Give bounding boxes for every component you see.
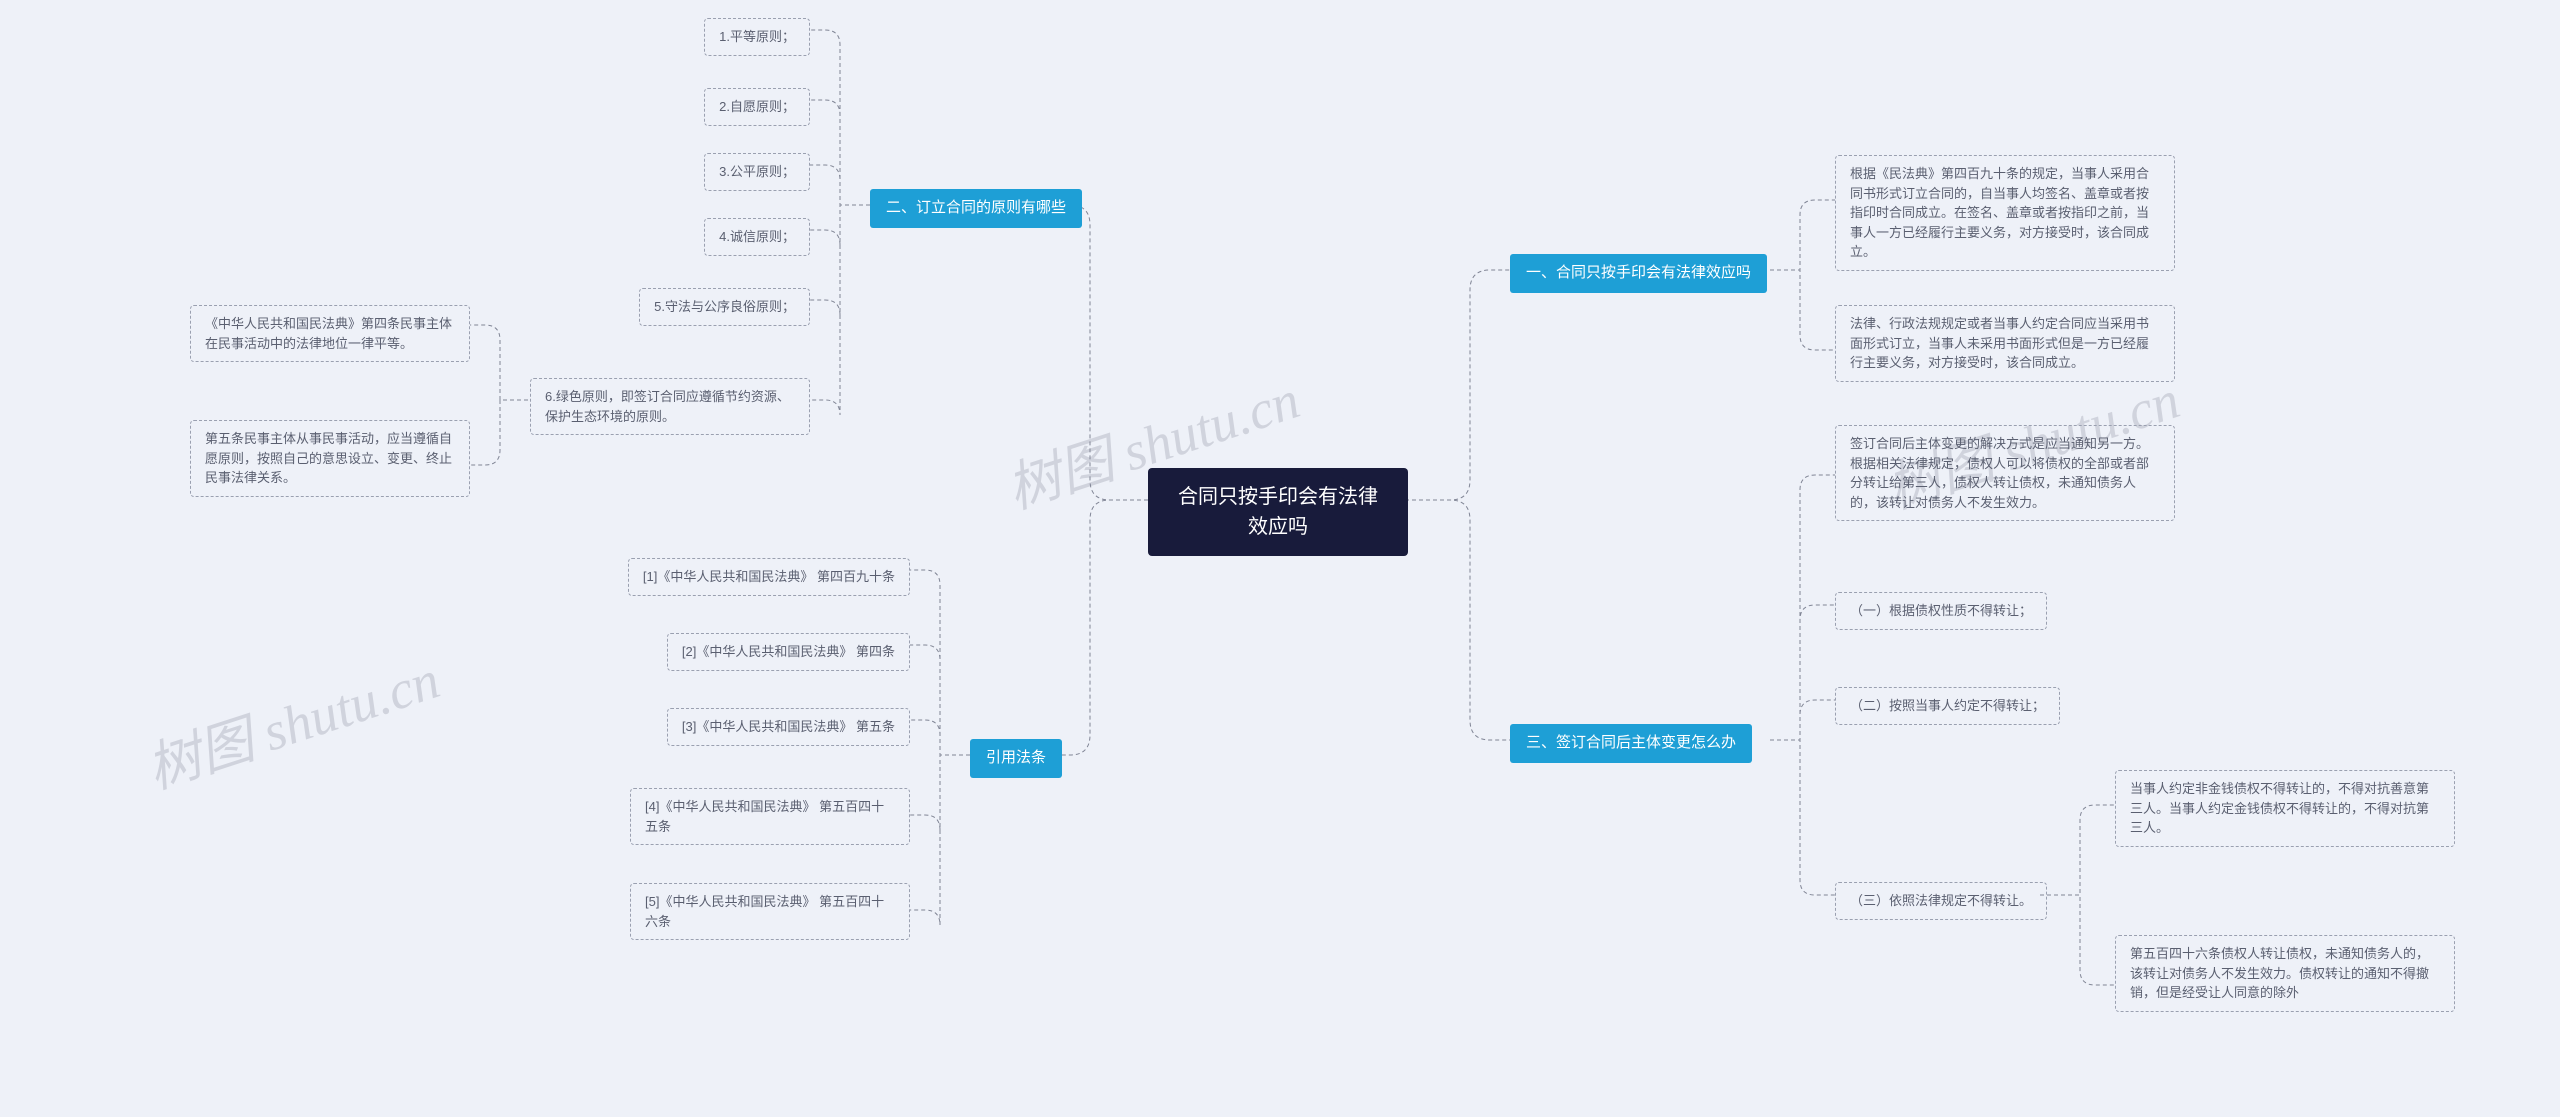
- leaf: 6.绿色原则，即签订合同应遵循节约资源、保护生态环境的原则。: [530, 378, 810, 435]
- leaf: （一）根据债权性质不得转让；: [1835, 592, 2047, 630]
- leaf: （三）依照法律规定不得转让。: [1835, 882, 2047, 920]
- leaf: 法律、行政法规规定或者当事人约定合同应当采用书面形式订立，当事人未采用书面形式但…: [1835, 305, 2175, 382]
- leaf: 《中华人民共和国民法典》第四条民事主体在民事活动中的法律地位一律平等。: [190, 305, 470, 362]
- leaf: 4.诚信原则；: [704, 218, 810, 256]
- root-node: 合同只按手印会有法律效应吗: [1148, 468, 1408, 556]
- leaf: 第五百四十六条债权人转让债权，未通知债务人的，该转让对债务人不发生效力。债权转让…: [2115, 935, 2455, 1012]
- leaf: 当事人约定非金钱债权不得转让的，不得对抗善意第三人。当事人约定金钱债权不得转让的…: [2115, 770, 2455, 847]
- branch-left-1[interactable]: 二、订立合同的原则有哪些: [870, 189, 1082, 228]
- leaf: 2.自愿原则；: [704, 88, 810, 126]
- leaf: [5]《中华人民共和国民法典》 第五百四十六条: [630, 883, 910, 940]
- leaf: [2]《中华人民共和国民法典》 第四条: [667, 633, 910, 671]
- watermark: 树图 shutu.cn: [135, 635, 448, 804]
- leaf: [1]《中华人民共和国民法典》 第四百九十条: [628, 558, 910, 596]
- branch-right-2[interactable]: 三、签订合同后主体变更怎么办: [1510, 724, 1752, 763]
- branch-left-2[interactable]: 引用法条: [970, 739, 1062, 778]
- leaf: （二）按照当事人约定不得转让；: [1835, 687, 2060, 725]
- leaf: [4]《中华人民共和国民法典》 第五百四十五条: [630, 788, 910, 845]
- leaf: 3.公平原则；: [704, 153, 810, 191]
- leaf: 第五条民事主体从事民事活动，应当遵循自愿原则，按照自己的意思设立、变更、终止民事…: [190, 420, 470, 497]
- leaf: 5.守法与公序良俗原则；: [639, 288, 810, 326]
- leaf: 1.平等原则；: [704, 18, 810, 56]
- branch-right-1[interactable]: 一、合同只按手印会有法律效应吗: [1510, 254, 1767, 293]
- leaf: 签订合同后主体变更的解决方式是应当通知另一方。根据相关法律规定，债权人可以将债权…: [1835, 425, 2175, 521]
- leaf: 根据《民法典》第四百九十条的规定，当事人采用合同书形式订立合同的，自当事人均签名…: [1835, 155, 2175, 271]
- leaf: [3]《中华人民共和国民法典》 第五条: [667, 708, 910, 746]
